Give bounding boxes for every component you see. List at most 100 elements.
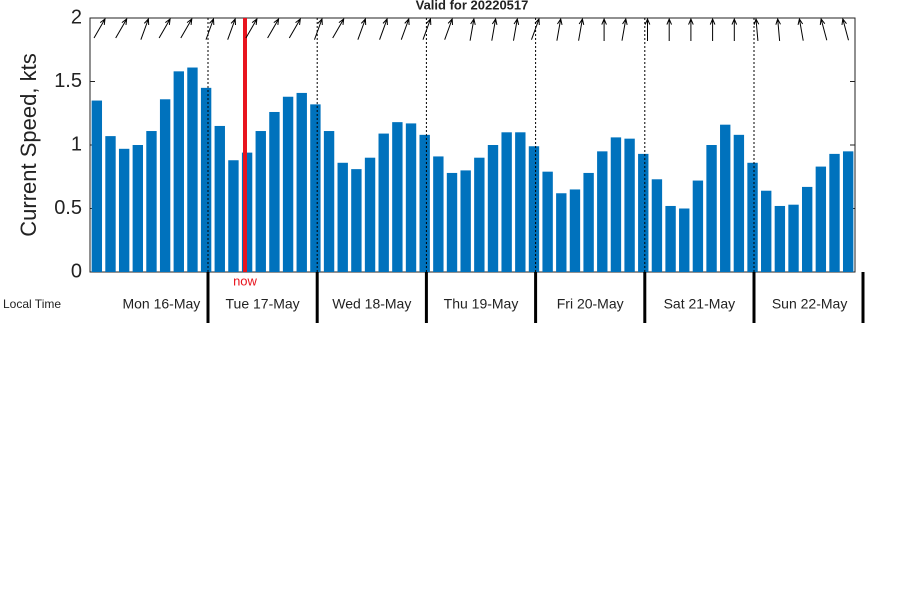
y-tick-label: 1.5	[54, 70, 82, 92]
bar	[241, 152, 253, 272]
direction-arrow	[444, 17, 454, 40]
direction-arrow	[332, 17, 345, 39]
arrow-path	[601, 17, 607, 41]
bar	[118, 148, 130, 272]
direction-arrow	[140, 17, 150, 40]
bar	[392, 122, 403, 272]
bar	[269, 111, 280, 272]
day-label: Sun 22-May	[772, 296, 847, 312]
arrow-path	[688, 17, 694, 41]
arrow-path	[753, 17, 760, 41]
y-tick-label: 0.5	[54, 197, 82, 219]
direction-arrow	[578, 17, 585, 41]
arrow-path	[731, 17, 738, 41]
chart-title: Valid for 20220517	[416, 0, 529, 12]
y-tick-label: 1	[71, 133, 82, 155]
direction-arrow	[400, 17, 410, 40]
bar	[747, 162, 758, 272]
bar	[255, 131, 266, 272]
bar	[351, 169, 362, 272]
day-label: Tue 17-May	[226, 296, 300, 312]
bar	[487, 145, 499, 272]
y-tick-label: 0	[71, 260, 82, 282]
direction-arrow	[180, 17, 193, 39]
arrow-path	[531, 17, 540, 40]
arrow-path	[357, 17, 367, 40]
bar	[665, 205, 676, 272]
arrow-path	[621, 17, 628, 41]
bar	[597, 151, 608, 272]
arrow-path	[314, 17, 323, 40]
arrow-path	[400, 17, 410, 40]
bar	[146, 131, 157, 272]
bar	[610, 137, 622, 272]
bar	[815, 166, 827, 272]
bar	[446, 172, 458, 272]
arrow-path	[288, 17, 301, 39]
bar	[378, 133, 389, 272]
bar	[159, 99, 171, 272]
direction-arrow	[709, 17, 716, 41]
bar	[829, 153, 840, 272]
arrow-path	[245, 17, 258, 39]
bar	[200, 87, 212, 272]
bar	[651, 179, 663, 272]
direction-arrow	[288, 17, 301, 39]
bar	[801, 186, 813, 272]
bar	[282, 96, 294, 273]
direction-arrow	[158, 17, 171, 39]
bar	[528, 146, 540, 272]
arrow-path	[180, 17, 193, 39]
arrow-path	[140, 17, 150, 40]
arrow-path	[491, 17, 498, 41]
direction-arrow	[731, 17, 738, 41]
direction-arrow	[601, 17, 607, 41]
bar	[774, 205, 786, 272]
arrow-path	[578, 17, 585, 41]
day-label: Mon 16-May	[122, 296, 200, 312]
direction-arrow	[644, 17, 651, 41]
bar	[501, 132, 512, 272]
arrow-path	[332, 17, 345, 39]
direction-arrow	[819, 17, 828, 41]
arrow-path	[379, 17, 388, 40]
direction-arrow	[797, 17, 804, 41]
bar	[761, 190, 772, 272]
direction-arrow	[357, 17, 367, 40]
x-axis-label: Local Time	[3, 297, 61, 311]
direction-arrow	[422, 17, 432, 40]
bar	[706, 145, 717, 272]
bar	[460, 170, 471, 272]
direction-arrow	[512, 17, 520, 41]
bar	[638, 153, 649, 272]
arrow-path	[797, 17, 804, 41]
bar	[842, 151, 854, 272]
direction-arrow	[753, 17, 760, 41]
arrow-path	[227, 17, 237, 40]
direction-arrow	[531, 17, 540, 40]
direction-arrow	[621, 17, 628, 41]
arrow-path	[267, 17, 280, 39]
day-label: Fri 20-May	[557, 296, 624, 312]
direction-arrow	[666, 17, 672, 41]
bar	[310, 104, 321, 272]
bar	[679, 208, 690, 272]
direction-arrow	[775, 17, 781, 41]
bar	[296, 92, 307, 273]
bar	[419, 134, 430, 272]
arrow-path	[775, 17, 781, 41]
direction-arrow	[556, 17, 563, 41]
bar	[556, 193, 567, 272]
bar	[788, 204, 799, 272]
arrow-path	[158, 17, 171, 39]
arrow-path	[115, 17, 128, 39]
arrow-path	[709, 17, 716, 41]
arrow-path	[469, 17, 476, 41]
day-label: Wed 18-May	[332, 296, 411, 312]
bar	[474, 157, 485, 272]
arrow-path	[444, 17, 454, 40]
direction-arrow	[267, 17, 280, 39]
direction-arrow	[314, 17, 323, 40]
arrow-path	[841, 17, 849, 41]
direction-arrow	[491, 17, 498, 41]
